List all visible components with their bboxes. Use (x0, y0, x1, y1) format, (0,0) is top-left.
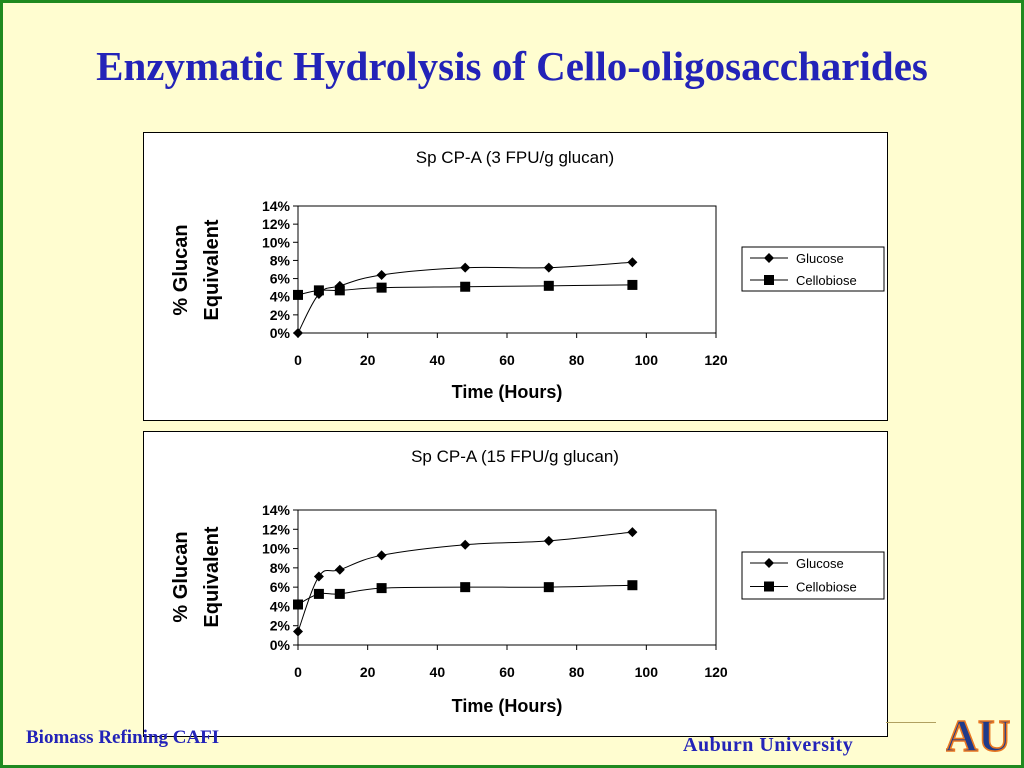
data-point-diamond (543, 535, 554, 546)
legend-marker (764, 558, 774, 568)
data-point-diamond (293, 626, 303, 637)
y-tick-label: 10% (262, 541, 291, 557)
data-point-diamond (376, 269, 387, 280)
legend-marker (764, 275, 774, 285)
data-point-square (334, 588, 345, 599)
x-tick-label: 40 (430, 664, 446, 680)
x-tick-label: 120 (704, 352, 728, 368)
data-point-diamond (334, 564, 345, 575)
footer-divider (886, 722, 936, 723)
data-point-square (627, 279, 638, 290)
y-axis-label-line-1: % Glucan (170, 531, 192, 622)
data-point-square (376, 282, 387, 293)
data-point-square (334, 285, 345, 296)
y-tick-label: 0% (270, 325, 291, 341)
plot-area (297, 205, 717, 334)
legend-label: Cellobiose (796, 273, 857, 288)
chart-2-svg: Sp CP-A (15 FPU/g glucan) 0% 2% 4% 6% 8% 10% 12… (170, 447, 885, 716)
data-point-square (313, 285, 324, 296)
y-tick-label: 6% (270, 579, 291, 595)
data-point-diamond (460, 539, 471, 550)
y-axis-label-line-1: % Glucan (170, 224, 192, 315)
y-tick-label: 2% (270, 307, 291, 323)
footer-right-text: Auburn University (683, 734, 854, 756)
y-axis-label-line-2: Equivalent (201, 526, 223, 627)
y-tick-label: 14% (262, 198, 291, 214)
data-point-diamond (627, 257, 638, 268)
y-tick-label: 14% (262, 502, 291, 518)
y-tick-label: 8% (270, 560, 291, 576)
y-tick-label: 8% (270, 252, 291, 268)
data-point-square (627, 580, 638, 591)
x-axis-label: Time (Hours) (452, 382, 563, 402)
series-line (297, 261, 633, 334)
slide-title: Enzymatic Hydrolysis of Cello-oligosacch… (96, 43, 928, 89)
x-tick-label: 20 (360, 664, 376, 680)
y-tick-label: 4% (270, 598, 291, 614)
data-point-diamond (313, 571, 324, 582)
legend-label: Glucose (796, 251, 844, 266)
legend-label: Glucose (796, 556, 844, 571)
y-tick-label: 6% (270, 271, 291, 287)
series-glucose (293, 527, 638, 637)
x-tick-label: 0 (294, 664, 302, 680)
x-tick-label: 80 (569, 664, 585, 680)
legend-label: Cellobiose (796, 580, 857, 595)
chart-title: Sp CP-A (3 FPU/g glucan) (416, 148, 614, 167)
series-cellobiose (293, 580, 638, 610)
data-point-square (543, 582, 554, 593)
data-point-square (313, 588, 324, 599)
data-point-diamond (543, 262, 554, 273)
x-tick-label: 100 (635, 352, 659, 368)
data-point-square (543, 280, 554, 291)
footer-left-text: Biomass Refining CAFI (26, 727, 220, 748)
y-tick-label: 10% (262, 234, 291, 250)
series-cellobiose (293, 279, 638, 300)
auburn-logo: AU (946, 709, 1010, 762)
data-point-diamond (627, 527, 638, 538)
chart-1-svg: Sp CP-A (3 FPU/g glucan) 0% 2% 4% 6% 8% 10% 12%… (170, 148, 885, 402)
data-point-square (376, 583, 387, 594)
plot-area (297, 509, 717, 646)
x-tick-label: 60 (499, 664, 515, 680)
chart-panel-1: Sp CP-A (3 FPU/g glucan) 0% 2% 4% 6% 8% 10% 12%… (143, 132, 888, 421)
legend-marker (764, 581, 774, 592)
y-tick-label: 4% (270, 289, 291, 305)
x-tick-label: 80 (569, 352, 585, 368)
x-tick-label: 60 (499, 352, 515, 368)
x-tick-label: 120 (704, 664, 728, 680)
legend-marker (764, 253, 774, 263)
chart-title: Sp CP-A (15 FPU/g glucan) (411, 447, 619, 466)
y-tick-label: 12% (262, 521, 291, 537)
chart-panel-2: Sp CP-A (15 FPU/g glucan) 0% 2% 4% 6% 8% 10% 12… (143, 431, 888, 737)
logo-lettering: AU (946, 710, 1010, 761)
x-tick-label: 40 (430, 352, 446, 368)
x-tick-label: 0 (294, 352, 302, 368)
y-tick-label: 2% (270, 618, 291, 634)
y-axis-label-line-2: Equivalent (201, 219, 223, 320)
y-tick-label: 0% (270, 637, 291, 653)
data-point-diamond (376, 550, 387, 561)
x-tick-label: 20 (360, 352, 376, 368)
data-point-square (293, 599, 303, 610)
x-tick-label: 100 (635, 664, 659, 680)
data-point-square (460, 281, 471, 292)
data-point-square (293, 289, 303, 300)
data-point-diamond (293, 328, 303, 338)
data-point-square (460, 582, 471, 593)
y-tick-label: 12% (262, 216, 291, 232)
data-point-diamond (460, 262, 471, 273)
series-glucose (293, 257, 638, 338)
x-axis-label: Time (Hours) (452, 696, 563, 716)
